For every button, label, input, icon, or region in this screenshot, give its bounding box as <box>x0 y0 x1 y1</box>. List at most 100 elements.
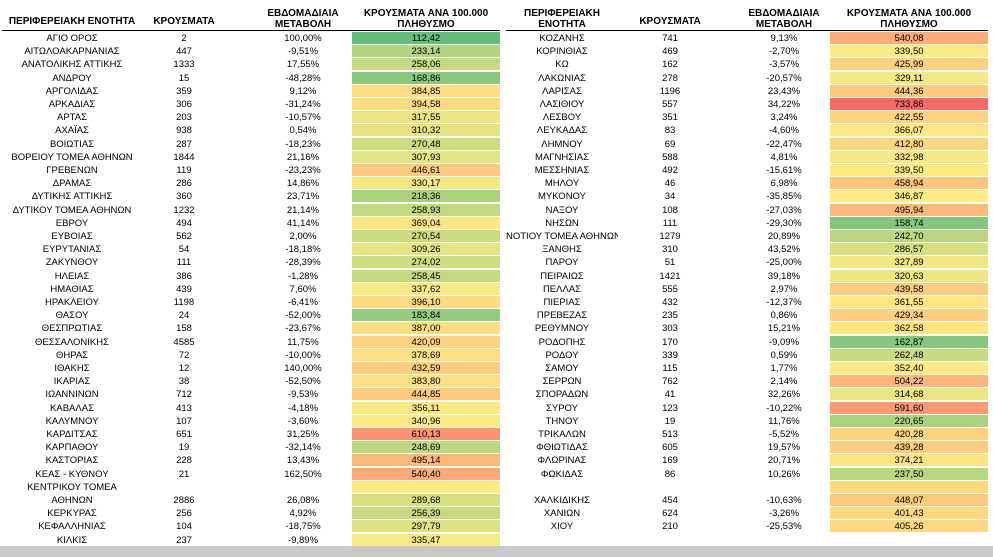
cell-change[interactable]: -4,60% <box>768 125 800 137</box>
cell-change[interactable]: -1,28% <box>287 270 319 282</box>
header-cases-left[interactable]: ΚΡΟΥΣΜΑΤΑ <box>153 16 215 27</box>
cell-change[interactable]: -28,39% <box>285 257 321 269</box>
cell-change[interactable]: 31,25% <box>286 429 320 440</box>
cell-change[interactable]: -48,28% <box>285 72 321 84</box>
cell-region[interactable]: ΣΕΡΡΩΝ <box>542 376 582 388</box>
cell-cases[interactable]: 1333 <box>173 59 195 71</box>
cell-change[interactable]: -3,26% <box>768 508 800 520</box>
cell-region[interactable]: ΓΡΕΒΕΝΩΝ <box>46 165 98 176</box>
cell-cases[interactable]: 111 <box>176 257 192 269</box>
cell-rate[interactable]: 317,55 <box>411 112 441 124</box>
cell-cases[interactable] <box>628 481 712 494</box>
cell-rate[interactable]: 329,11 <box>894 72 924 84</box>
cell-region[interactable]: ΒΟΡΕΙΟΥ ΤΟΜΕΑ ΑΘΗΝΩΝ <box>11 151 133 163</box>
cell-rate[interactable]: 242,70 <box>894 231 924 242</box>
cell-rate[interactable]: 425,99 <box>894 59 924 71</box>
cell-region[interactable]: ΑΓΙΟ ΟΡΟΣ <box>46 33 98 44</box>
cell-rate[interactable]: 448,07 <box>894 495 924 506</box>
cell-rate[interactable]: 158,74 <box>894 217 924 229</box>
cell-cases[interactable]: 339 <box>662 349 678 361</box>
cell-change[interactable]: 10,26% <box>767 468 801 480</box>
cell-region[interactable]: ΦΘΙΩΤΙΔΑΣ <box>536 442 588 454</box>
cell-rate[interactable]: 310,32 <box>411 125 441 137</box>
cell-rate[interactable]: 591,60 <box>894 402 924 414</box>
cell-cases[interactable]: 351 <box>662 112 678 124</box>
cell-region[interactable]: ΤΡΙΚΑΛΩΝ <box>538 429 586 440</box>
cell-region[interactable]: ΜΗΛΟΥ <box>544 178 580 190</box>
cell-change[interactable]: 0,86% <box>770 310 798 322</box>
cell-region[interactable]: ΠΙΕΡΙΑΣ <box>543 297 581 308</box>
cell-region[interactable]: ΚΑΣΤΟΡΙΑΣ <box>45 455 99 467</box>
cell-region[interactable]: ΚΙΛΚΙΣ <box>56 534 88 546</box>
cell-region[interactable]: ΠΕΛΛΑΣ <box>542 283 582 295</box>
cell-cases[interactable]: 12 <box>178 363 190 374</box>
cell-cases[interactable]: 1198 <box>173 297 195 308</box>
cell-change[interactable]: 1,77% <box>770 363 798 374</box>
cell-change[interactable]: 9,12% <box>289 85 317 97</box>
cell-region[interactable]: ΚΑΒΑΛΑΣ <box>50 402 94 414</box>
cell-region[interactable] <box>506 481 618 494</box>
cell-region[interactable]: ΒΟΙΩΤΙΑΣ <box>49 138 95 150</box>
cell-change[interactable]: -10,63% <box>766 495 802 506</box>
cell-cases[interactable]: 158 <box>176 323 192 335</box>
cell-cases[interactable]: 228 <box>176 455 192 467</box>
cell-cases[interactable]: 162 <box>662 59 678 71</box>
header-weekly-change-right[interactable]: ΕΒΔΟΜΑΔΙΑΙΑ ΜΕΤΑΒΟΛΗ <box>738 8 830 30</box>
cell-change[interactable]: 39,18% <box>767 270 801 282</box>
cell-change[interactable] <box>738 481 830 494</box>
cell-region[interactable]: ΞΑΝΘΗΣ <box>542 244 582 256</box>
cell-cases[interactable]: 4585 <box>173 336 195 348</box>
cell-region[interactable]: ΜΥΚΟΝΟΥ <box>538 191 586 203</box>
cell-change[interactable]: 20,89% <box>767 231 801 242</box>
cell-change[interactable]: -18,23% <box>285 138 321 150</box>
cell-rate[interactable]: 420,28 <box>894 429 924 440</box>
cell-region[interactable]: ΠΑΡΟΥ <box>545 257 579 269</box>
cell-cases[interactable]: 588 <box>662 151 678 163</box>
cell-rate[interactable]: 262,48 <box>894 349 924 361</box>
cell-rate[interactable]: 352,40 <box>894 363 924 374</box>
cell-region[interactable]: ΘΑΣΟΥ <box>55 310 89 322</box>
cell-rate[interactable]: 307,93 <box>411 151 441 163</box>
cell-region[interactable]: ΡΟΔΟΥ <box>545 349 579 361</box>
cell-change[interactable]: -25,53% <box>766 521 802 533</box>
cell-rate[interactable]: 405,26 <box>894 521 924 533</box>
cell-rate[interactable]: 218,36 <box>411 191 441 203</box>
cell-rate[interactable]: 504,22 <box>894 376 924 388</box>
cell-region[interactable]: ΣΥΡΟΥ <box>546 402 578 414</box>
cell-change[interactable]: 21,16% <box>286 151 320 163</box>
cell-region[interactable]: ΕΥΡΥΤΑΝΙΑΣ <box>42 244 102 256</box>
cell-change[interactable]: -9,53% <box>287 389 319 401</box>
cell-rate[interactable]: 270,48 <box>411 138 441 150</box>
cell-cases[interactable]: 454 <box>662 495 678 506</box>
cell-cases[interactable]: 72 <box>178 349 190 361</box>
cell-cases[interactable]: 494 <box>176 217 192 229</box>
header-cases-right[interactable]: ΚΡΟΥΣΜΑΤΑ <box>639 16 701 27</box>
cell-rate[interactable]: 444,36 <box>894 85 924 97</box>
cell-region[interactable]: ΑΡΓΟΛΙΔΑΣ <box>45 85 99 97</box>
cell-change[interactable]: -31,24% <box>285 99 321 110</box>
cell-region[interactable]: ΣΠΟΡΑΔΩΝ <box>535 389 589 401</box>
cell-change[interactable]: 4,81% <box>770 151 798 163</box>
cell-region[interactable]: ΡΕΘΥΜΝΟΥ <box>534 323 590 335</box>
cell-region[interactable]: ΔΡΑΜΑΣ <box>52 178 92 190</box>
cell-rate[interactable]: 258,45 <box>411 270 441 282</box>
cell-region[interactable]: ΘΕΣΠΡΩΤΙΑΣ <box>41 323 103 335</box>
cell-region[interactable]: ΑΧΑΪΑΣ <box>55 125 89 137</box>
cell-region[interactable]: ΘΕΣΣΑΛΟΝΙΚΗΣ <box>35 336 109 348</box>
cell-region[interactable]: ΚΕΝΤΡΙΚΟΥ ΤΟΜΕΑ <box>27 481 117 493</box>
cell-change[interactable]: -2,70% <box>768 46 800 58</box>
cell-change[interactable]: 7,60% <box>289 283 317 295</box>
cell-cases[interactable]: 1844 <box>173 151 195 163</box>
cell-change[interactable]: -23,67% <box>285 323 321 335</box>
cell-rate[interactable]: 374,21 <box>894 455 924 467</box>
cell-cases[interactable]: 237 <box>176 534 192 546</box>
cell-region[interactable]: ΛΗΜΝΟΥ <box>541 138 583 150</box>
cell-cases[interactable]: 86 <box>664 468 676 480</box>
cell-cases[interactable]: 51 <box>664 257 676 269</box>
cell-rate[interactable]: 340,96 <box>411 415 441 427</box>
cell-rate[interactable]: 258,06 <box>411 59 441 71</box>
cell-rate[interactable]: 330,17 <box>411 178 441 190</box>
cell-rate[interactable]: 439,28 <box>894 442 924 454</box>
cell-cases[interactable]: 235 <box>662 310 678 322</box>
cell-rate[interactable]: 248,69 <box>411 442 441 454</box>
